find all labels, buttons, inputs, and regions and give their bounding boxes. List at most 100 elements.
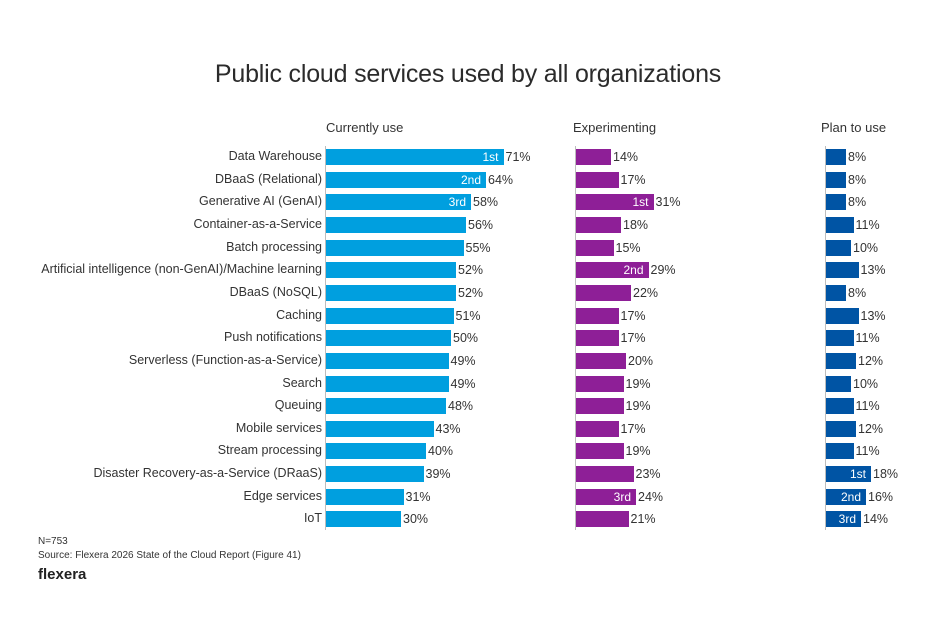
bar-experimenting <box>576 307 619 324</box>
category-label: Data Warehouse <box>228 149 322 163</box>
category-label: Serverless (Function-as-a-Service) <box>128 352 322 367</box>
bar-plan-to-use: 2nd <box>826 488 866 505</box>
bar-experimenting <box>576 171 619 188</box>
bar-experimenting <box>576 352 626 369</box>
value-label: 11% <box>855 444 880 459</box>
value-label: 13% <box>860 308 886 323</box>
bar-plan-to-use <box>826 284 846 301</box>
rank-label: 2nd <box>623 263 644 278</box>
bar-currently-use <box>326 352 449 369</box>
bar-currently-use <box>326 488 404 505</box>
value-label: 23% <box>635 467 661 482</box>
rank-label: 1st <box>849 467 866 482</box>
value-label: 31% <box>405 489 431 504</box>
value-label: 17% <box>620 172 646 187</box>
value-label: 10% <box>853 376 879 391</box>
bar-currently-use <box>326 511 401 528</box>
bar-experimenting <box>576 330 619 347</box>
bar-plan-to-use <box>826 307 859 324</box>
category-label: DBaaS (Relational) <box>215 171 322 186</box>
value-label: 24% <box>638 489 664 504</box>
bar-plan-to-use <box>826 398 854 415</box>
bar-currently-use <box>326 262 456 279</box>
value-label: 17% <box>620 331 646 346</box>
category-label: Mobile services <box>235 420 322 435</box>
bar-currently-use <box>326 398 446 415</box>
bar-plan-to-use <box>826 194 846 211</box>
axis-experimenting <box>575 146 576 530</box>
bar-currently-use: 2nd <box>326 171 486 188</box>
bar-plan-to-use: 3rd <box>826 511 861 528</box>
value-label: 12% <box>858 353 884 368</box>
category-label: Push notifications <box>224 330 322 345</box>
value-label: 43% <box>435 421 461 436</box>
value-label: 20% <box>628 353 654 368</box>
value-label: 10% <box>853 240 879 255</box>
value-label: 11% <box>855 331 880 346</box>
category-label: Stream processing <box>217 443 322 458</box>
bar-experimenting <box>576 466 634 483</box>
value-label: 18% <box>873 467 899 482</box>
bar-experimenting <box>576 398 624 415</box>
bar-plan-to-use <box>826 216 854 233</box>
category-label: Caching <box>276 307 322 322</box>
rank-label: 1st <box>632 195 649 210</box>
rank-label: 2nd <box>840 489 861 504</box>
bar-experimenting <box>576 511 629 528</box>
bar-currently-use: 1st <box>326 149 504 165</box>
value-label: 64% <box>488 172 514 187</box>
category-label: Edge services <box>243 488 322 503</box>
value-label: 12% <box>858 421 884 436</box>
value-label: 11% <box>855 217 880 232</box>
value-label: 48% <box>448 399 474 414</box>
value-label: 31% <box>655 195 681 210</box>
rank-label: 3rd <box>838 512 856 527</box>
value-label: 14% <box>613 150 639 164</box>
value-label: 39% <box>425 467 451 482</box>
value-label: 49% <box>450 376 476 391</box>
value-label: 71% <box>505 150 531 164</box>
bar-currently-use: 3rd <box>326 194 471 211</box>
value-label: 40% <box>428 444 454 459</box>
category-label: Container-as-a-Service <box>193 216 322 231</box>
bar-currently-use <box>326 239 464 256</box>
rank-label: 1st <box>482 150 499 164</box>
value-label: 49% <box>450 353 476 368</box>
value-label: 13% <box>860 263 886 278</box>
axis-currently-use <box>325 146 326 530</box>
category-label: Search <box>282 375 322 390</box>
value-label: 15% <box>615 240 641 255</box>
bar-plan-to-use <box>826 443 854 460</box>
bar-plan-to-use <box>826 149 846 165</box>
bar-plan-to-use <box>826 239 851 256</box>
panel-title-currently-use: Currently use <box>326 120 404 135</box>
panel-title-experimenting: Experimenting <box>573 120 657 135</box>
bar-plan-to-use <box>826 171 846 188</box>
bar-experimenting <box>576 443 624 460</box>
category-label: Batch processing <box>226 239 322 254</box>
bar-experimenting <box>576 284 631 301</box>
panel-title-plan-to-use: Plan to use <box>821 120 887 135</box>
bar-experimenting: 3rd <box>576 488 636 505</box>
axis-plan-to-use <box>825 146 826 530</box>
bar-currently-use <box>326 466 424 483</box>
bar-currently-use <box>326 307 454 324</box>
value-label: 50% <box>453 331 479 346</box>
value-label: 8% <box>848 150 867 164</box>
bar-plan-to-use: 1st <box>826 466 871 483</box>
value-label: 52% <box>458 263 484 278</box>
bar-currently-use <box>326 284 456 301</box>
value-label: 55% <box>465 240 491 255</box>
bar-plan-to-use <box>826 352 856 369</box>
bar-currently-use <box>326 216 466 233</box>
rank-label: 3rd <box>613 489 631 504</box>
value-label: 56% <box>468 217 494 232</box>
value-label: 8% <box>848 195 867 210</box>
value-label: 14% <box>863 512 889 527</box>
value-label: 22% <box>633 285 659 300</box>
category-label: Artificial intelligence (non-GenAI)/Mach… <box>41 262 322 277</box>
value-label: 11% <box>855 399 880 414</box>
rank-label: 3rd <box>448 195 466 210</box>
bar-experimenting <box>576 149 611 165</box>
value-label: 19% <box>625 376 651 391</box>
